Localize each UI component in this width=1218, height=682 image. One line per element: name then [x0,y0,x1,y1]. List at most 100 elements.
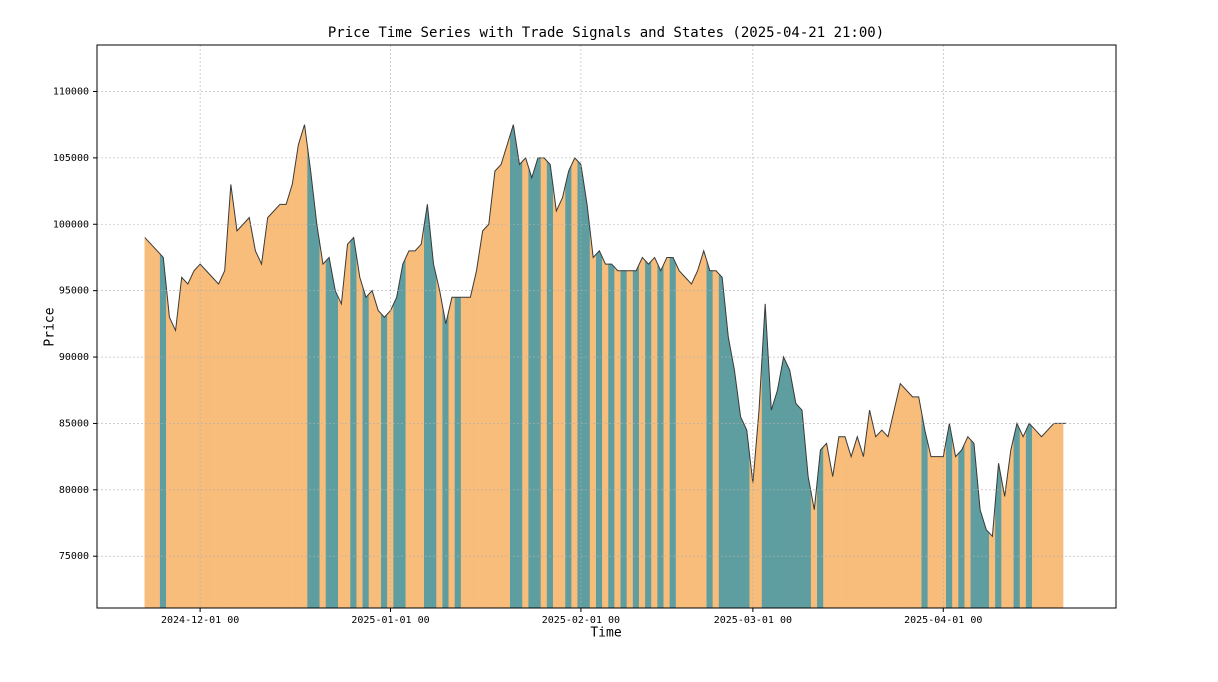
chart-title: Price Time Series with Trade Signals and… [328,25,884,41]
state-area [614,266,622,609]
state-area [964,436,972,609]
state-area [712,270,720,609]
y-tick-label: 85000 [59,418,89,429]
state-area [454,296,462,609]
state-area [522,157,530,609]
state-area [313,197,321,609]
state-area [202,266,210,609]
state-area [258,240,265,609]
state-area [436,277,444,609]
state-area [393,280,401,609]
state-area [872,423,880,609]
state-area [245,216,253,609]
state-area [583,184,591,609]
state-area [288,164,296,609]
state-area [829,456,837,609]
state-area [755,357,763,609]
state-area [270,206,278,609]
state-area [681,273,689,609]
state-area [423,204,431,609]
state-area [491,167,499,609]
state-area [595,250,603,609]
y-tick-label: 100000 [53,219,89,230]
state-area [221,227,229,609]
state-area [1056,423,1064,609]
x-tick-label: 2025-04-01 00 [904,615,982,626]
state-area [1025,422,1033,609]
state-area [571,157,579,609]
state-area [552,187,560,609]
state-area [184,277,192,609]
state-area [215,277,222,609]
state-area [239,220,247,609]
state-area [516,144,523,609]
price-line [144,124,1067,538]
state-area [651,256,658,609]
state-area [350,236,358,609]
x-tick-label: 2025-02-01 00 [542,615,620,626]
x-axis-label: Time [590,626,621,641]
state-area [688,277,695,609]
state-area [718,273,726,609]
state-area [577,160,585,609]
state-area [1050,423,1058,609]
state-area [565,164,572,609]
state-area [546,160,554,609]
state-area [724,307,732,609]
state-area [147,240,155,609]
state-area [927,443,935,609]
state-area [847,446,855,609]
state-area [663,257,671,609]
state-area [276,204,284,609]
state-area [638,256,646,609]
state-area [479,226,487,609]
state-area [589,230,597,609]
state-area [233,207,241,609]
state-area [466,283,474,609]
state-area [792,386,800,609]
y-tick-label: 75000 [59,551,89,562]
state-area [301,124,308,609]
state-area [338,274,345,609]
state-area [804,443,812,609]
state-area [503,134,511,609]
state-area [1038,432,1045,609]
x-tick-label: 2024-12-01 00 [161,615,239,626]
state-area [853,435,861,609]
state-area [368,290,376,609]
y-axis-label: Price [43,307,58,346]
state-area [909,392,916,609]
state-area [835,436,843,609]
y-tick-label: 110000 [53,86,89,97]
y-tick-label: 80000 [59,485,89,496]
state-area [786,363,794,609]
state-area [209,273,216,609]
state-area [602,257,609,609]
state-area [264,213,272,609]
state-area [295,134,302,609]
state-area [540,157,548,609]
state-area [780,356,787,609]
state-area [159,253,167,609]
state-area [1007,436,1015,609]
state-area [411,246,419,609]
state-area [178,276,186,609]
state-area [1044,425,1052,609]
state-area [534,157,542,609]
state-area [307,147,315,609]
state-area [866,410,873,609]
x-tick-label: 2025-03-01 00 [714,615,792,626]
state-area [282,194,290,609]
state-area [166,287,173,609]
state-area [473,250,480,609]
state-area [344,240,351,609]
state-area [841,436,849,609]
state-area [982,519,990,609]
state-area [381,313,388,609]
state-area [190,266,198,609]
state-area [976,476,984,609]
state-area [325,256,333,609]
state-area [946,423,953,609]
state-area [626,270,634,609]
